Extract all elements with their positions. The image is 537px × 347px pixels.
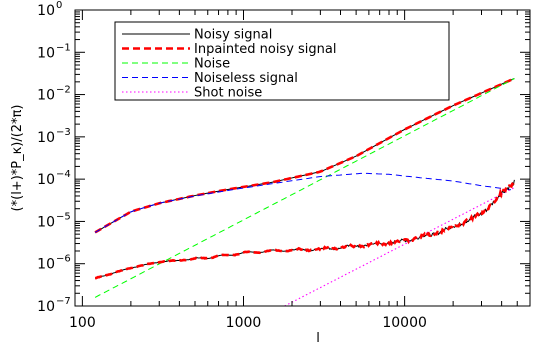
y-tick-exponent: −6	[56, 254, 71, 265]
legend-label: Noise	[194, 57, 230, 72]
y-tick-exponent: −2	[56, 85, 71, 96]
y-axis-label: (*(l+)*P_κ)/(2*π)	[10, 105, 25, 212]
series-line-5	[94, 179, 515, 279]
legend-label: Noiseless signal	[194, 71, 298, 86]
series-line-1	[94, 77, 515, 234]
y-tick-exponent: −7	[56, 296, 71, 307]
y-tick-label: 10	[37, 257, 55, 273]
plot-frame	[74, 9, 531, 307]
legend-label: Shot noise	[194, 86, 262, 101]
y-tick-label: 10	[37, 45, 55, 61]
y-tick-exponent: 0	[56, 0, 62, 11]
legend-label: Noisy signal	[194, 28, 272, 43]
legend-box	[114, 21, 450, 101]
series-line-6	[95, 180, 516, 280]
y-tick-label: 10	[37, 88, 55, 104]
y-tick-exponent: −3	[56, 127, 71, 138]
x-tick-label: 10000	[382, 315, 427, 331]
series-layer	[94, 77, 516, 306]
x-tick-label: 1000	[226, 315, 262, 331]
y-tick-exponent: −4	[56, 169, 71, 180]
y-tick-exponent: −5	[56, 211, 71, 222]
legend-label: Inpainted noisy signal	[194, 42, 336, 57]
series-line-4	[284, 187, 515, 306]
y-tick-label: 10	[37, 130, 55, 146]
x-tick-label: 100	[69, 315, 96, 331]
y-tick-label: 10	[37, 299, 55, 315]
y-tick-label: 10	[37, 3, 55, 19]
x-axis-label: l	[316, 331, 320, 346]
y-tick-label: 10	[37, 214, 55, 230]
y-tick-label: 10	[37, 172, 55, 188]
series-line-0	[94, 78, 515, 233]
series-line-2	[94, 78, 515, 298]
y-tick-exponent: −1	[56, 42, 71, 53]
